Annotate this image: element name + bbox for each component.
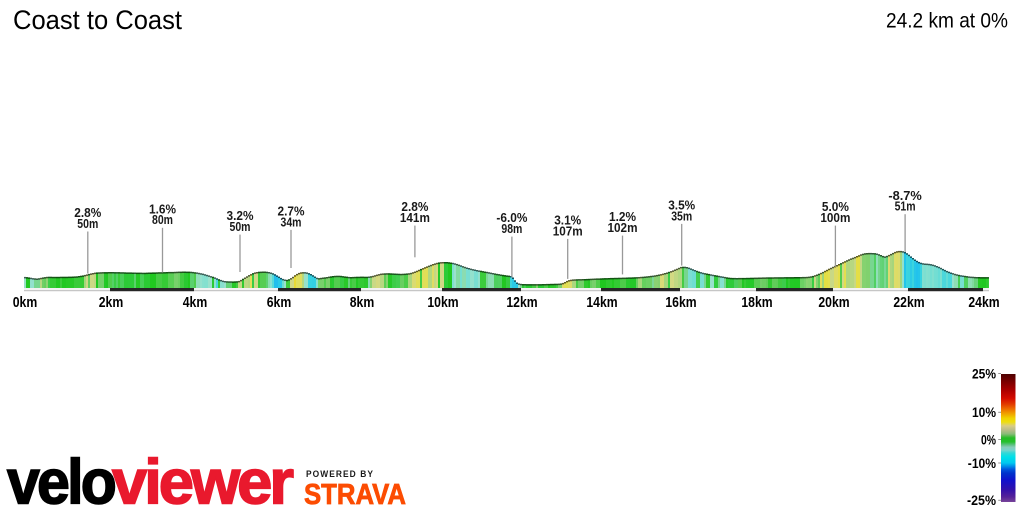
svg-text:50m: 50m — [77, 216, 98, 231]
svg-text:1.6%: 1.6% — [149, 201, 176, 216]
svg-text:-25%: -25% — [967, 493, 996, 508]
svg-text:-8.7%: -8.7% — [888, 188, 922, 203]
svg-text:10%: 10% — [972, 405, 996, 420]
svg-text:3.1%: 3.1% — [554, 213, 581, 228]
svg-text:8km: 8km — [350, 294, 375, 311]
svg-text:102m: 102m — [608, 220, 638, 235]
svg-text:0km: 0km — [13, 294, 38, 311]
svg-text:98m: 98m — [501, 221, 522, 236]
svg-text:141m: 141m — [400, 210, 430, 225]
svg-text:5.0%: 5.0% — [822, 199, 849, 214]
svg-text:51m: 51m — [895, 199, 916, 214]
svg-text:2.8%: 2.8% — [74, 205, 101, 220]
svg-text:0%: 0% — [981, 432, 996, 447]
svg-text:24.2 km at 0%: 24.2 km at 0% — [886, 10, 1008, 33]
svg-text:2.7%: 2.7% — [278, 204, 305, 219]
svg-text:STRAVA: STRAVA — [304, 479, 406, 511]
svg-text:107m: 107m — [553, 223, 583, 238]
svg-text:16km: 16km — [665, 294, 696, 311]
svg-text:80m: 80m — [152, 212, 173, 227]
svg-text:10km: 10km — [427, 294, 458, 311]
svg-text:velo: velo — [7, 448, 115, 513]
svg-text:20km: 20km — [818, 294, 849, 311]
svg-text:50m: 50m — [230, 219, 251, 234]
svg-text:14km: 14km — [586, 294, 617, 311]
svg-text:3.5%: 3.5% — [668, 198, 695, 213]
svg-text:2km: 2km — [99, 294, 124, 311]
svg-text:POWERED BY: POWERED BY — [306, 469, 374, 480]
svg-text:-10%: -10% — [968, 456, 996, 471]
svg-text:12km: 12km — [506, 294, 537, 311]
svg-text:35m: 35m — [671, 208, 692, 223]
svg-text:3.2%: 3.2% — [227, 208, 254, 223]
svg-text:34m: 34m — [281, 214, 302, 229]
svg-text:viewer: viewer — [112, 448, 293, 513]
svg-text:2.8%: 2.8% — [401, 199, 428, 214]
svg-text:4km: 4km — [183, 294, 208, 311]
svg-text:24km: 24km — [968, 294, 999, 311]
svg-text:100m: 100m — [820, 210, 850, 225]
svg-text:22km: 22km — [893, 294, 924, 311]
svg-text:-6.0%: -6.0% — [496, 210, 527, 225]
svg-text:18km: 18km — [741, 294, 772, 311]
svg-text:6km: 6km — [267, 294, 292, 311]
svg-text:Coast to Coast: Coast to Coast — [13, 5, 182, 35]
svg-text:1.2%: 1.2% — [609, 209, 636, 224]
svg-text:25%: 25% — [972, 366, 996, 381]
